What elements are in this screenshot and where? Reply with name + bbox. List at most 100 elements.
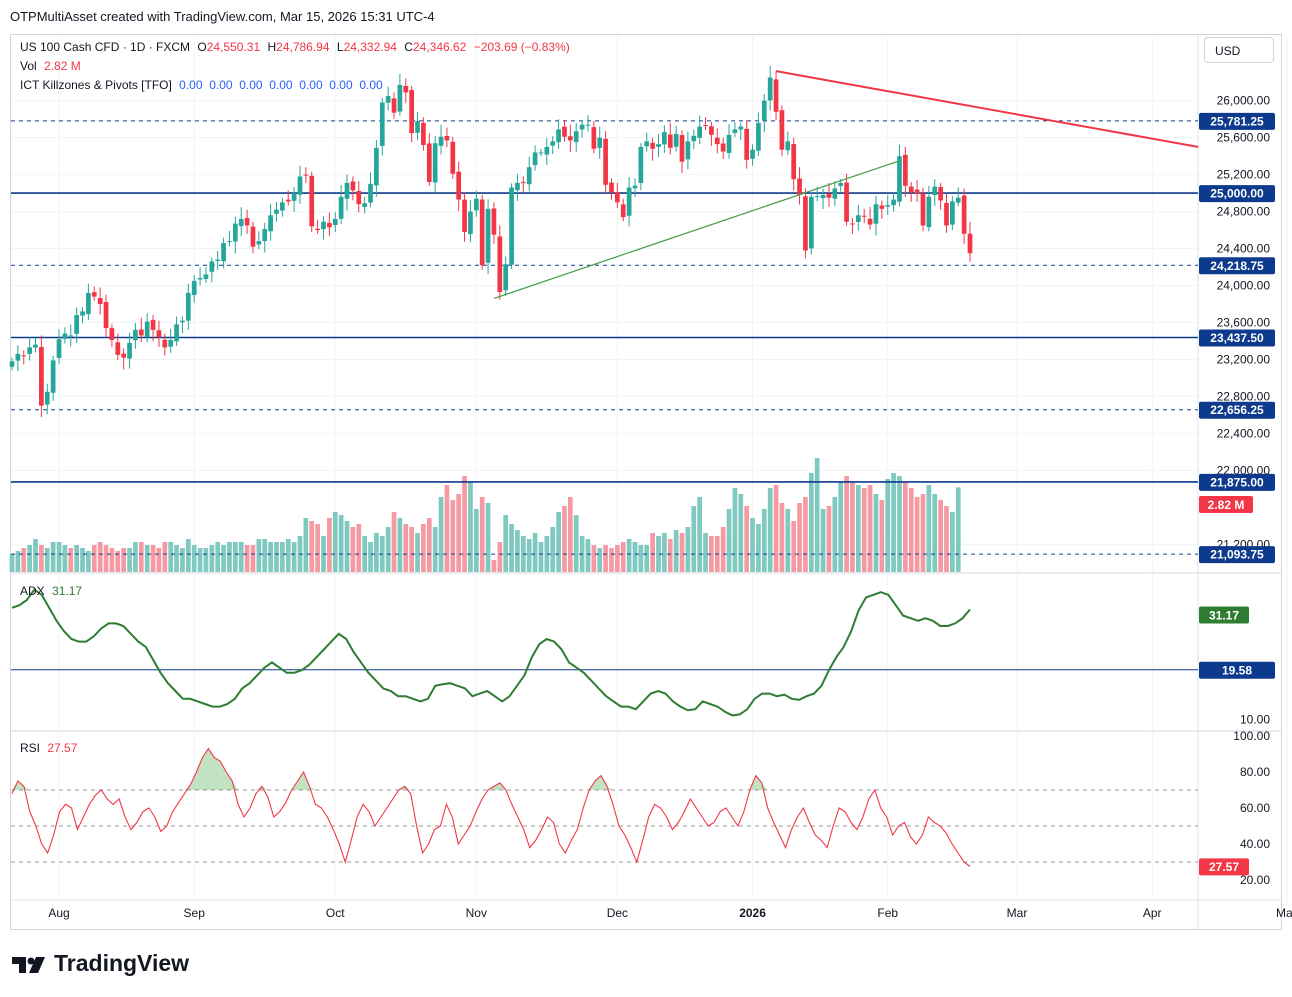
candle-body	[56, 339, 62, 358]
adx-label[interactable]: ADX	[20, 584, 45, 598]
candle-body	[27, 347, 32, 354]
volume-bar	[338, 515, 344, 572]
candle-body	[415, 121, 420, 133]
red-trendline	[775, 70, 1199, 148]
volume-bar	[767, 488, 773, 572]
candle-body	[562, 126, 567, 137]
volume-bar	[432, 527, 438, 572]
volume-bar	[180, 548, 185, 572]
candle-body	[238, 218, 244, 227]
candle-body	[244, 218, 250, 226]
volume-label[interactable]: Vol	[20, 59, 37, 73]
candle-body	[426, 143, 432, 183]
candle-body	[902, 154, 908, 186]
candle-body	[174, 324, 179, 342]
volume-bar	[15, 551, 21, 572]
close-label: C	[404, 40, 413, 54]
volume-bar	[591, 545, 597, 572]
price-tick-label: 24,400.00	[1217, 242, 1271, 256]
volume-bar	[550, 527, 556, 572]
pivot-level-tag-bg	[1199, 473, 1275, 491]
volume-bar	[356, 524, 362, 572]
price-tick-label: 26,000.00	[1217, 94, 1271, 108]
candle-body	[591, 127, 597, 149]
volume-bar	[133, 542, 138, 572]
candle-body	[379, 102, 385, 146]
candle-body	[121, 353, 127, 358]
candle-body	[638, 146, 644, 184]
candle-body	[509, 187, 514, 265]
candle-body	[756, 122, 761, 151]
candle-body	[662, 132, 667, 145]
candle-body	[538, 152, 544, 154]
candle-body	[321, 221, 326, 230]
volume-bar	[50, 542, 56, 572]
candle-body	[767, 77, 773, 101]
ict-values: 0.00 0.00 0.00 0.00 0.00 0.00 0.00	[179, 78, 383, 92]
volume-bar	[908, 488, 914, 572]
rsi-line	[11, 747, 971, 867]
candle-body	[303, 174, 309, 176]
candle-body	[550, 141, 556, 146]
volume-bar	[844, 476, 849, 572]
rsi-tick-label: 20.00	[1240, 873, 1270, 887]
candle-body	[374, 147, 379, 186]
pivot-level-tag: 22,656.25	[1210, 403, 1264, 417]
volume-bar	[756, 524, 761, 572]
rsi-label[interactable]: RSI	[20, 741, 41, 755]
symbol-label[interactable]: US 100 Cash CFD · 1D · FXCM	[20, 40, 191, 54]
volume-bar	[532, 533, 538, 572]
adx-tick-label: 10.00	[1240, 713, 1270, 727]
volume-bar	[914, 497, 920, 572]
candle-body	[885, 205, 891, 207]
x-tick-label: Mar	[1007, 906, 1028, 920]
volume-bar	[697, 497, 702, 572]
adx-value-tag-bg	[1199, 606, 1249, 624]
candle-body	[932, 186, 938, 196]
volume-tag: 2.82 M	[1208, 498, 1245, 512]
volume-bar	[761, 509, 767, 572]
volume-bar	[603, 545, 608, 572]
volume-bar	[885, 479, 891, 572]
currency-button[interactable]: USD	[1204, 37, 1274, 63]
volume-bar	[262, 539, 268, 572]
candle-body	[256, 241, 262, 245]
volume-bar	[632, 542, 638, 572]
rsi-overbought-fill	[309, 786, 316, 790]
rsi-legend: RSI 27.57	[20, 741, 81, 755]
candle-body	[473, 198, 479, 211]
candle-body	[908, 186, 914, 193]
volume-bar	[91, 545, 97, 572]
candle-body	[9, 361, 15, 367]
rsi-tick-label: 60.00	[1240, 801, 1270, 815]
candle-body	[861, 215, 867, 217]
candle-body	[62, 333, 68, 339]
volume-bar	[867, 485, 873, 572]
candle-body	[391, 98, 397, 113]
volume-bar	[938, 500, 943, 572]
volume-bar	[720, 527, 726, 572]
pivot-level-tag: 23,437.50	[1210, 331, 1264, 345]
candle-body	[15, 353, 21, 361]
volume-bar	[679, 533, 685, 572]
candle-body	[691, 135, 697, 142]
volume-bar	[662, 533, 667, 572]
chart-header: OTPMultiAsset created with TradingView.c…	[10, 9, 435, 24]
volume-bar	[162, 542, 168, 572]
candle-body	[826, 193, 832, 198]
candle-body	[421, 122, 426, 146]
rsi-overbought-fill	[190, 772, 197, 790]
price-tick-label: 22,000.00	[1217, 463, 1271, 477]
candle-body	[197, 278, 203, 280]
candle-body	[750, 149, 755, 159]
candle-body	[556, 129, 561, 143]
volume-bar	[244, 545, 250, 572]
candle-body	[844, 182, 849, 222]
volume-bar	[450, 500, 456, 572]
brand-label: TradingView	[54, 950, 190, 976]
volume-bar	[879, 500, 885, 572]
adx-level-tag-bg	[1199, 661, 1275, 679]
ict-label[interactable]: ICT Killzones & Pivots [TFO]	[20, 78, 172, 92]
candle-body	[103, 301, 109, 329]
